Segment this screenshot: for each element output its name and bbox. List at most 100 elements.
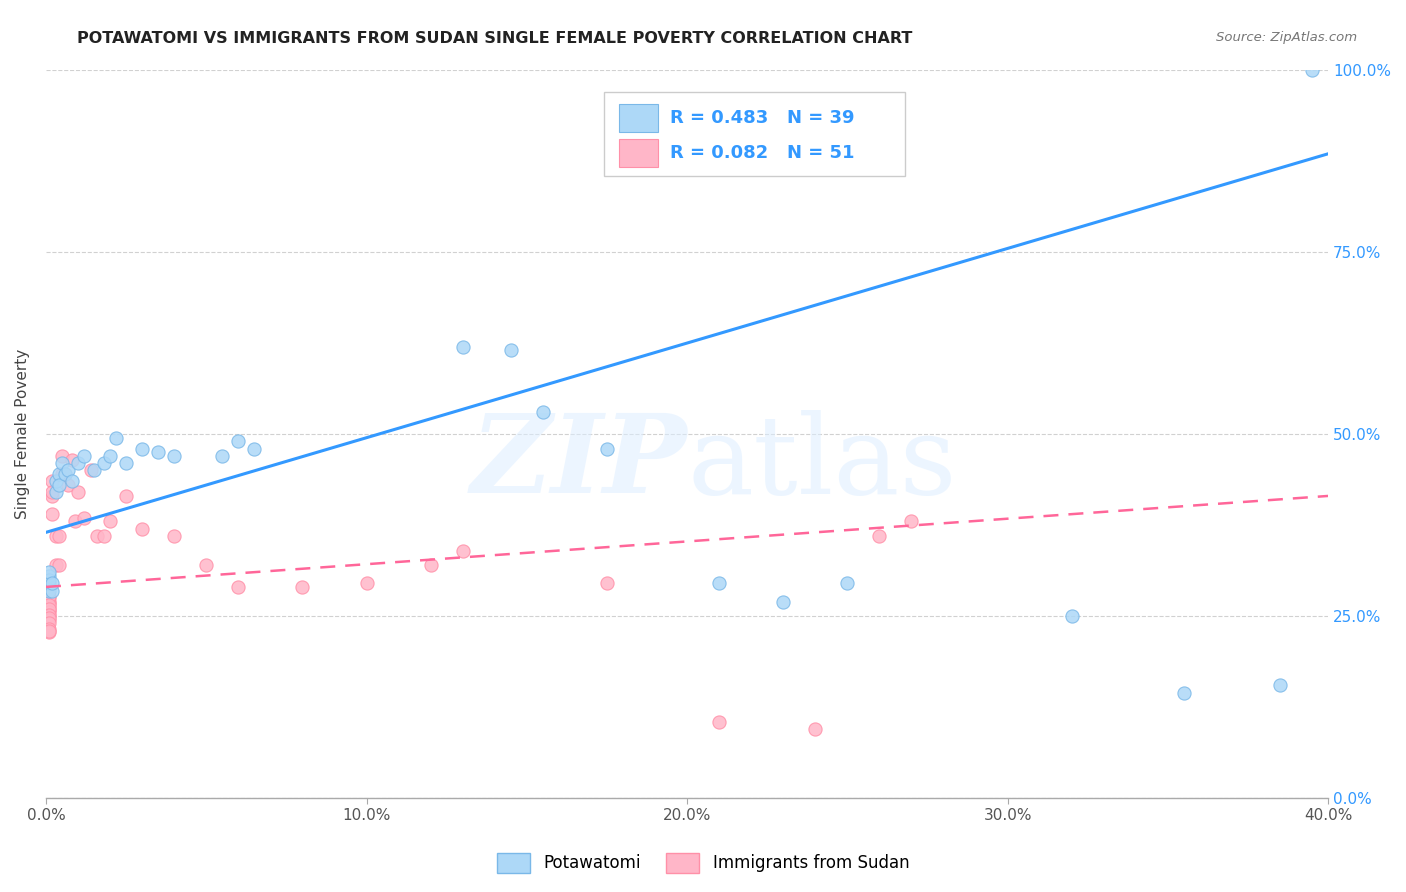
Y-axis label: Single Female Poverty: Single Female Poverty: [15, 349, 30, 519]
Point: [38, 566, 60, 580]
Point: [38, 603, 60, 617]
Point: [53, 467, 76, 482]
FancyBboxPatch shape: [619, 139, 658, 167]
Point: [38, 609, 60, 624]
Point: [51, 449, 73, 463]
Point: [51, 467, 73, 482]
Point: [73, 510, 96, 524]
Point: [451, 340, 474, 354]
Point: [60, 452, 83, 467]
Legend: Potawatomi, Immigrants from Sudan: Potawatomi, Immigrants from Sudan: [491, 847, 915, 880]
Point: [1301, 63, 1323, 78]
Point: [53, 467, 76, 482]
Point: [38, 625, 60, 640]
Point: [146, 445, 169, 459]
Point: [707, 576, 730, 591]
Point: [226, 434, 249, 449]
Point: [80, 463, 103, 477]
Point: [38, 569, 60, 583]
Point: [38, 596, 60, 610]
Point: [48, 529, 70, 543]
Point: [291, 580, 314, 594]
Point: [772, 594, 794, 608]
Point: [226, 580, 249, 594]
Point: [419, 558, 441, 573]
Point: [38, 616, 60, 631]
Point: [41, 475, 63, 489]
FancyBboxPatch shape: [603, 92, 905, 176]
Point: [451, 543, 474, 558]
Point: [211, 449, 233, 463]
Point: [58, 478, 80, 492]
Point: [38, 594, 60, 608]
Point: [86, 529, 108, 543]
Point: [38, 601, 60, 615]
Point: [51, 456, 73, 470]
FancyBboxPatch shape: [619, 104, 658, 132]
Point: [707, 714, 730, 729]
Point: [115, 489, 138, 503]
Point: [38, 606, 60, 620]
Point: [83, 463, 105, 477]
Point: [38, 613, 60, 627]
Point: [98, 515, 121, 529]
Point: [38, 576, 60, 591]
Point: [1060, 609, 1083, 624]
Point: [38, 610, 60, 624]
Point: [38, 624, 60, 638]
Point: [45, 485, 67, 500]
Point: [41, 489, 63, 503]
Point: [48, 478, 70, 492]
Point: [163, 529, 186, 543]
Point: [356, 576, 378, 591]
Point: [163, 449, 186, 463]
Point: [115, 456, 138, 470]
Point: [131, 442, 153, 456]
Point: [45, 529, 67, 543]
Point: [45, 558, 67, 573]
Point: [596, 442, 619, 456]
Point: [66, 456, 89, 470]
Point: [45, 475, 67, 489]
Point: [41, 583, 63, 598]
Point: [66, 485, 89, 500]
Point: [837, 576, 859, 591]
Point: [131, 522, 153, 536]
Point: [41, 576, 63, 591]
Point: [41, 485, 63, 500]
Text: atlas: atlas: [688, 409, 956, 516]
Point: [38, 600, 60, 615]
Point: [243, 442, 266, 456]
Point: [38, 622, 60, 636]
Point: [63, 515, 86, 529]
Text: POTAWATOMI VS IMMIGRANTS FROM SUDAN SINGLE FEMALE POVERTY CORRELATION CHART: POTAWATOMI VS IMMIGRANTS FROM SUDAN SING…: [77, 31, 912, 46]
Point: [98, 449, 121, 463]
Point: [499, 343, 522, 358]
Point: [41, 507, 63, 521]
Point: [804, 722, 827, 736]
Point: [868, 529, 890, 543]
Point: [48, 467, 70, 482]
Point: [596, 576, 619, 591]
Point: [58, 463, 80, 477]
Point: [38, 589, 60, 603]
Point: [73, 449, 96, 463]
Point: [38, 573, 60, 587]
Point: [93, 529, 115, 543]
Text: ZIP: ZIP: [471, 409, 688, 517]
Point: [38, 591, 60, 605]
Point: [93, 456, 115, 470]
Point: [38, 598, 60, 612]
Point: [38, 607, 60, 622]
Point: [105, 431, 128, 445]
Point: [38, 583, 60, 598]
Point: [900, 515, 922, 529]
Text: Source: ZipAtlas.com: Source: ZipAtlas.com: [1216, 31, 1357, 45]
Point: [195, 558, 218, 573]
Point: [48, 558, 70, 573]
Point: [1268, 678, 1291, 692]
Point: [531, 405, 554, 419]
Text: R = 0.483   N = 39: R = 0.483 N = 39: [671, 109, 855, 127]
Point: [1173, 685, 1195, 699]
Text: R = 0.082   N = 51: R = 0.082 N = 51: [671, 144, 855, 162]
